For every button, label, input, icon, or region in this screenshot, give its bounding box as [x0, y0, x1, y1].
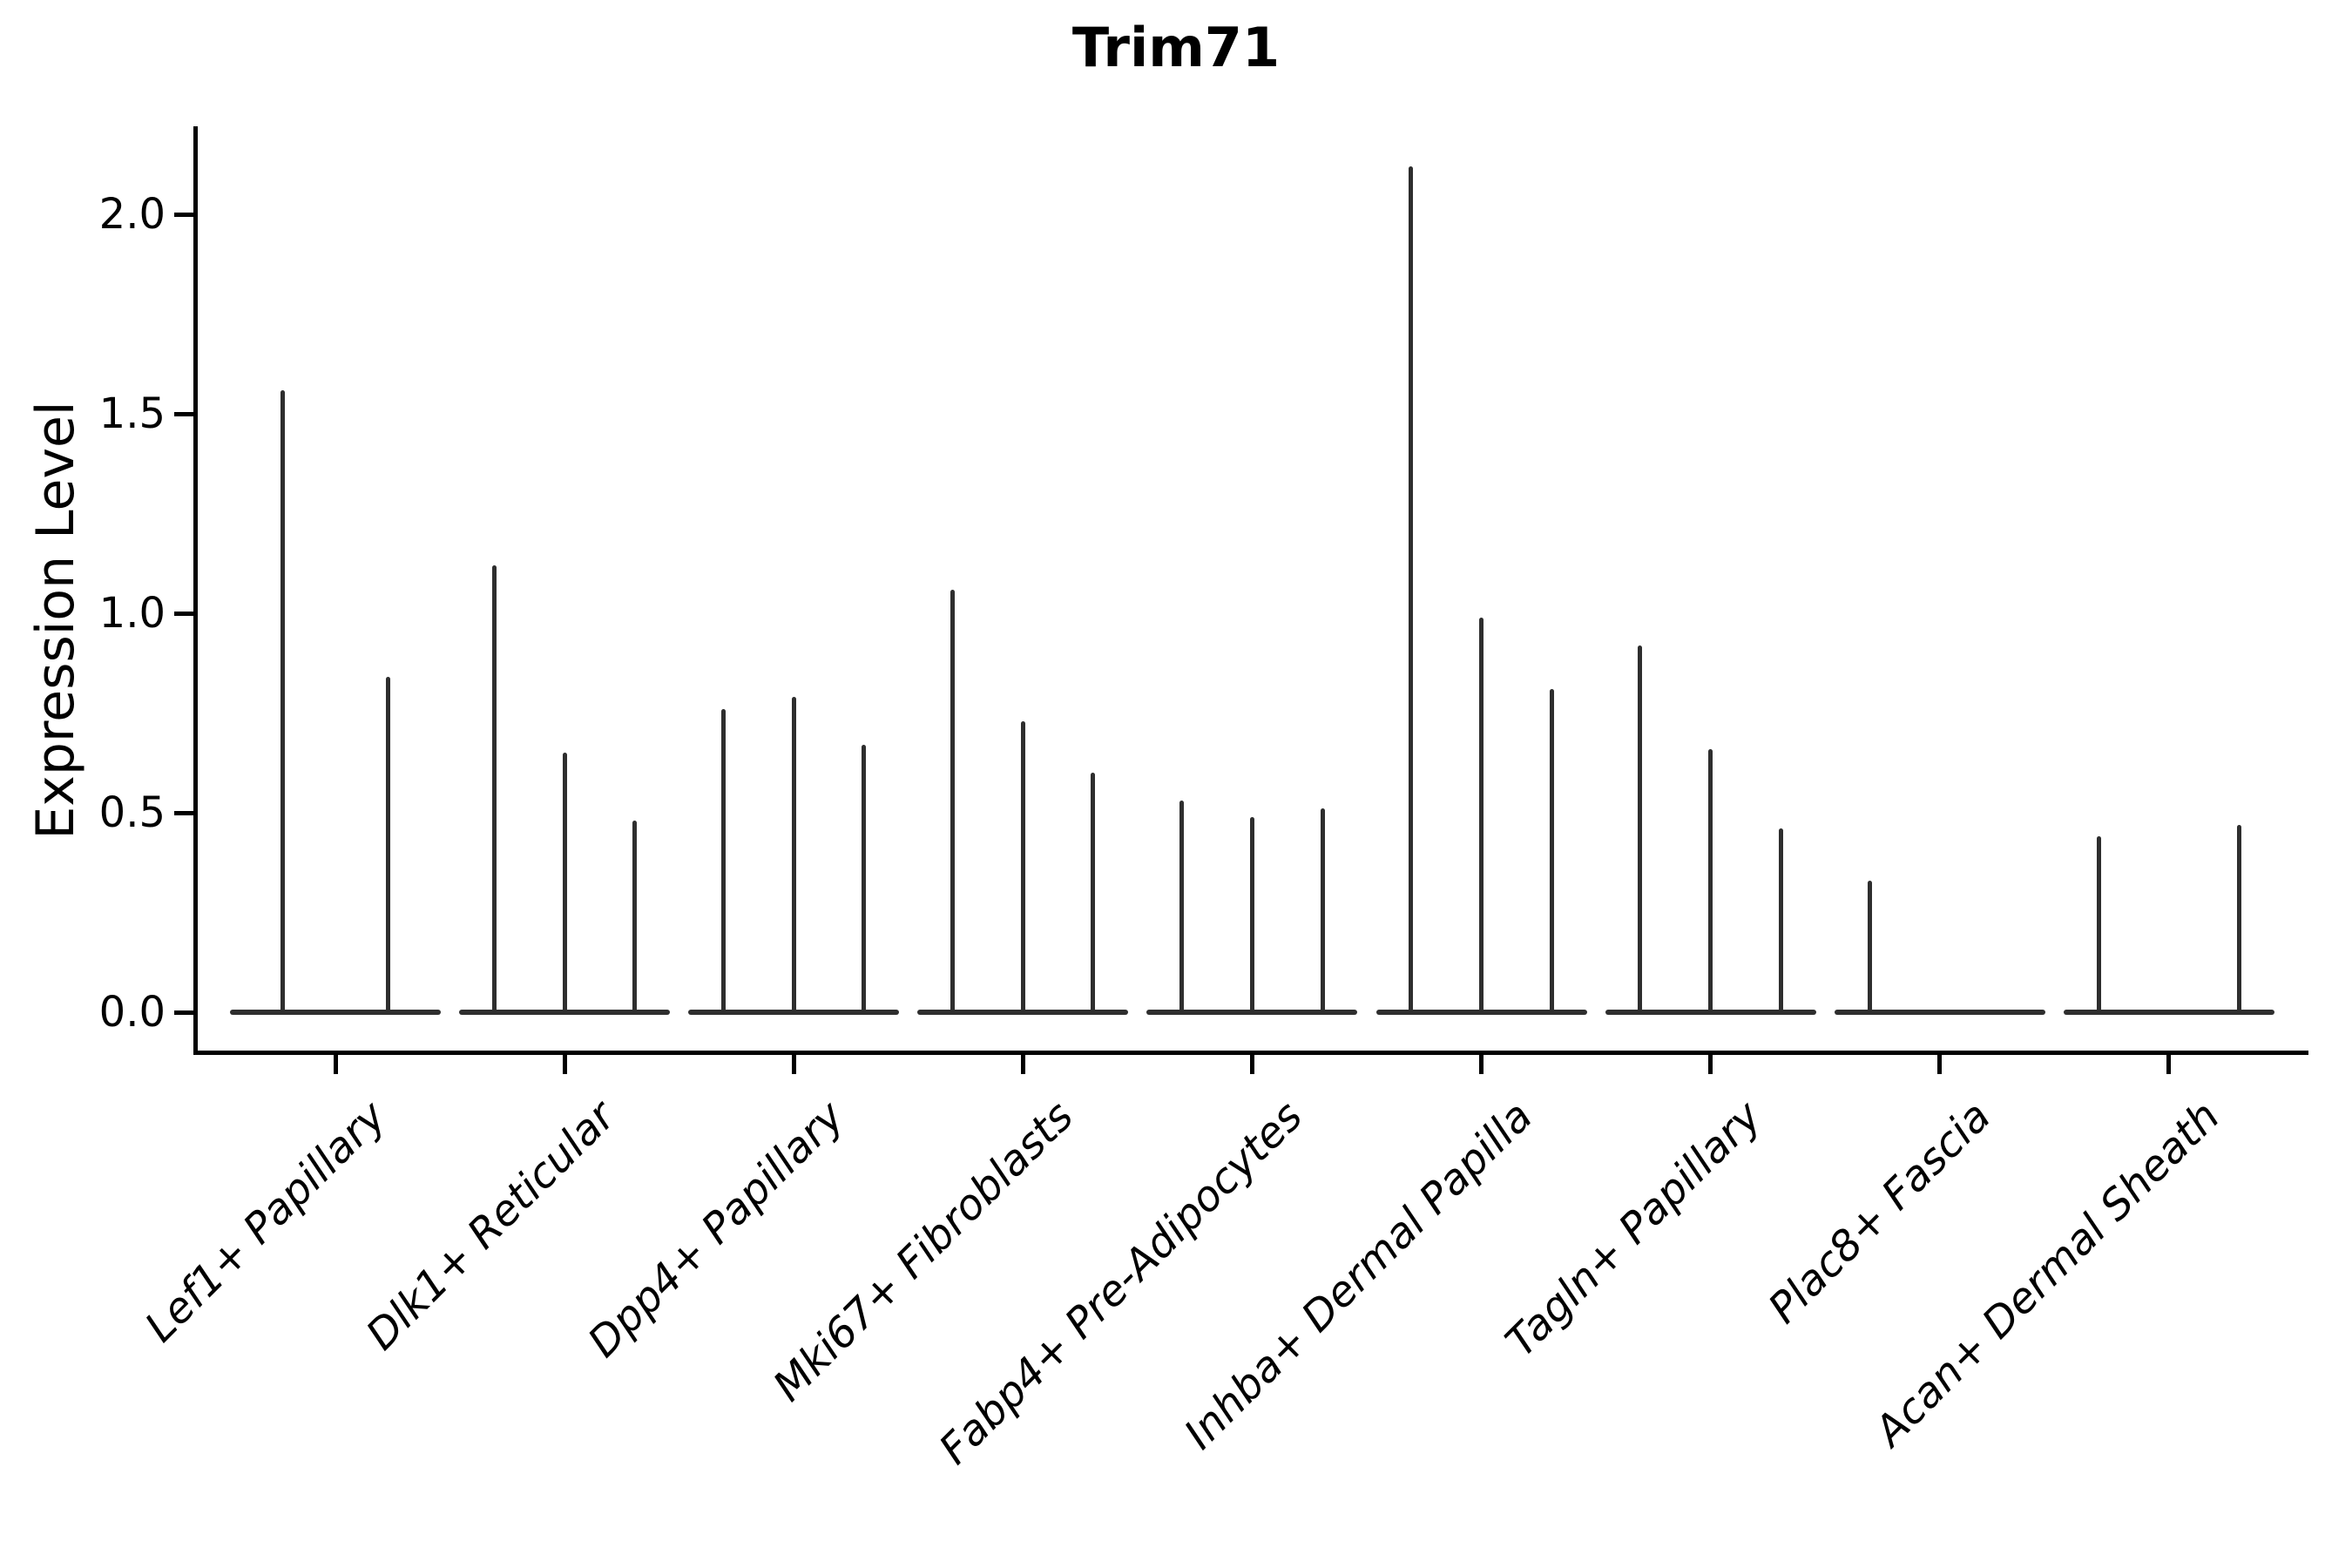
y-tick-label: 0.0: [98, 988, 166, 1037]
violin-spike: [1867, 880, 1872, 1010]
x-tick-mark: [562, 1055, 567, 1074]
x-tick-label: Fabp4+ Pre-Adipocytes: [929, 1092, 1313, 1474]
y-tick-label: 1.0: [98, 589, 166, 638]
x-tick-label: Acan+ Dermal Sheath: [1865, 1092, 2229, 1456]
x-tick-mark: [1479, 1055, 1484, 1074]
violin-spike: [721, 708, 727, 1010]
x-tick-label: Lef1+ Papillary: [135, 1092, 396, 1352]
violin-spike: [1708, 748, 1713, 1010]
violin-spike: [1778, 828, 1783, 1010]
y-axis-line: [193, 126, 198, 1055]
violin-spike: [1409, 166, 1414, 1010]
x-tick-mark: [1708, 1055, 1713, 1074]
chart-title: Trim71: [1071, 16, 1281, 79]
violin-spike: [1179, 801, 1185, 1010]
y-tick-mark: [174, 611, 193, 616]
y-tick-mark: [174, 810, 193, 815]
violin-spike: [1091, 773, 1096, 1010]
violin-baseline: [1605, 1010, 1816, 1015]
y-tick-label: 1.5: [98, 389, 166, 438]
violin-spike: [1549, 689, 1554, 1010]
violin-spike: [950, 589, 956, 1010]
y-tick-mark: [174, 212, 193, 217]
x-tick-label: Dlk1+ Reticular: [356, 1092, 625, 1360]
violin-spike: [491, 565, 497, 1010]
violin-baseline: [688, 1010, 900, 1015]
x-tick-mark: [1249, 1055, 1254, 1074]
violin-spike: [1249, 816, 1254, 1010]
violin-spike: [386, 677, 390, 1010]
x-axis-line: [193, 1051, 2308, 1055]
violin-spike: [1020, 720, 1025, 1010]
x-tick-label: Mki67+ Fibroblasts: [764, 1092, 1084, 1411]
violin-spike: [791, 697, 796, 1010]
x-tick-label: Dpp4+ Papillary: [578, 1092, 855, 1368]
violin-spike: [280, 389, 285, 1010]
x-tick-label: Inhba+ Dermal Papilla: [1174, 1092, 1542, 1459]
violin-spike: [1638, 645, 1643, 1010]
violin-spike: [562, 753, 567, 1010]
y-tick-mark: [174, 1010, 193, 1015]
y-tick-label: 0.5: [98, 788, 166, 837]
x-tick-mark: [1937, 1055, 1943, 1074]
x-tick-mark: [1020, 1055, 1025, 1074]
x-tick-mark: [2166, 1055, 2172, 1074]
violin-baseline: [1834, 1010, 2045, 1015]
violin-baseline: [230, 1010, 441, 1015]
violin-baseline: [459, 1010, 671, 1015]
y-tick-label: 2.0: [98, 190, 166, 239]
x-tick-mark: [333, 1055, 338, 1074]
violin-spike: [2096, 836, 2101, 1010]
violin-spike: [1479, 617, 1484, 1010]
x-tick-mark: [791, 1055, 796, 1074]
violin-spike: [632, 821, 638, 1010]
violin-spike: [862, 745, 867, 1010]
violin-baseline: [1375, 1010, 1587, 1015]
y-tick-mark: [174, 411, 193, 416]
violin-spike: [1320, 808, 1325, 1010]
violin-baseline: [917, 1010, 1129, 1015]
violin-baseline: [2063, 1010, 2274, 1015]
violin-baseline: [1146, 1010, 1358, 1015]
x-tick-label: Plac8+ Fascia: [1759, 1092, 2000, 1334]
violin-spike: [2236, 824, 2241, 1010]
x-tick-label: Tagln+ Papillary: [1496, 1092, 1771, 1367]
